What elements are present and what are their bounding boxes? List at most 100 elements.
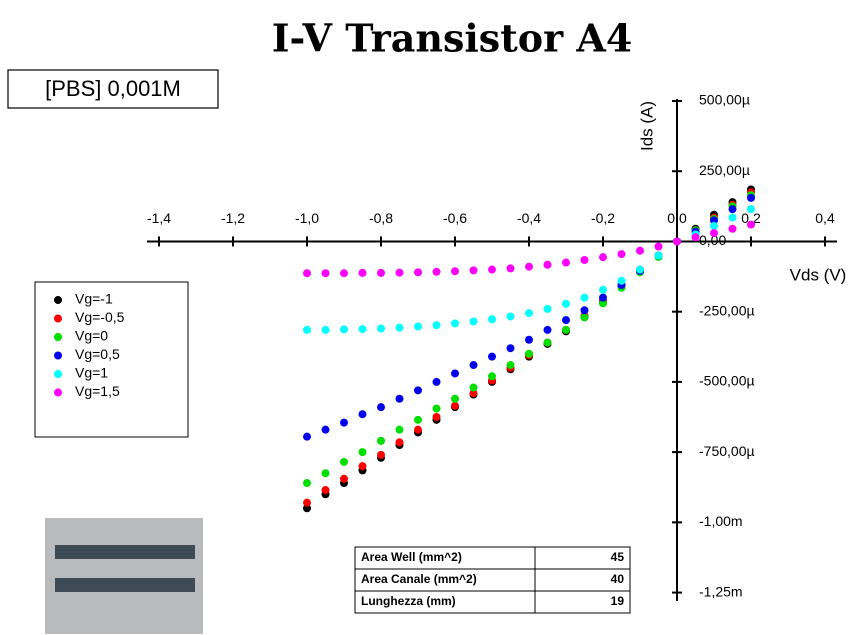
data-point (303, 432, 311, 441)
legend-marker (54, 351, 62, 360)
y-axis-label: Ids (A) (637, 101, 656, 151)
data-point (321, 325, 330, 334)
data-point (747, 205, 755, 214)
table-cell: 45 (611, 550, 625, 564)
data-point (580, 306, 589, 315)
x-tick-label: -1,4 (147, 210, 171, 226)
data-point (377, 450, 385, 459)
y-tick-label: -1,25m (699, 583, 743, 599)
data-point (395, 438, 404, 447)
data-point (506, 361, 515, 370)
data-point (599, 299, 607, 308)
data-point (432, 267, 441, 276)
device-photo (45, 518, 203, 634)
data-point (432, 321, 441, 330)
data-point (358, 462, 367, 471)
data-point (432, 413, 441, 422)
data-point (303, 498, 311, 507)
data-point (414, 425, 422, 434)
data-point (506, 312, 515, 321)
x-tick-label: -1,2 (221, 210, 245, 226)
legend-label: Vg=1 (75, 365, 108, 381)
data-point (321, 469, 330, 478)
data-point (562, 258, 570, 267)
data-point (636, 246, 644, 255)
y-tick-label: -500,00µ (699, 373, 755, 389)
device-photo-strip (55, 578, 195, 592)
data-point (654, 251, 663, 260)
data-point (303, 479, 311, 488)
data-point (469, 383, 478, 392)
data-point (691, 233, 700, 242)
data-point (728, 213, 737, 222)
legend-marker (54, 388, 62, 397)
data-point (340, 325, 348, 334)
data-point (525, 335, 533, 344)
legend-label: Vg=0,5 (75, 346, 120, 362)
data-point (673, 237, 681, 246)
data-point (488, 352, 496, 361)
x-tick-label: -0,8 (369, 210, 393, 226)
x-tick-label: 0,0 (667, 210, 687, 226)
data-point (617, 250, 626, 259)
data-point (340, 418, 348, 427)
data-point (728, 205, 737, 214)
legend-label: Vg=0 (75, 328, 108, 344)
data-point (377, 436, 385, 445)
data-point (414, 386, 422, 395)
data-point (451, 401, 459, 410)
data-point (580, 313, 589, 322)
data-point (321, 425, 330, 434)
data-point (414, 322, 422, 331)
data-point (432, 404, 441, 413)
data-point (469, 266, 478, 275)
data-point (599, 285, 607, 294)
data-point (636, 265, 644, 274)
table-cell: Area Well (mm^2) (361, 550, 462, 564)
data-point (340, 474, 348, 483)
x-tick-label: -0,2 (591, 210, 615, 226)
data-point (414, 415, 422, 424)
legend-label: Vg=-0,5 (75, 309, 125, 325)
data-point (543, 338, 552, 347)
data-point (358, 410, 367, 419)
data-point (710, 216, 718, 225)
y-tick-label: -750,00µ (699, 443, 755, 459)
data-point (543, 304, 552, 313)
y-tick-label: -250,00µ (699, 302, 755, 318)
data-point (451, 319, 459, 328)
legend-marker (54, 333, 62, 341)
table-cell: Lunghezza (mm) (361, 594, 456, 608)
data-point (414, 268, 422, 277)
data-point (488, 372, 496, 381)
data-point (599, 253, 607, 262)
data-point (358, 448, 367, 457)
data-point (562, 325, 570, 334)
chart-title: I-V Transistor A4 (272, 16, 633, 61)
data-point (303, 504, 311, 513)
data-point (728, 224, 737, 233)
x-tick-label: -0,4 (517, 210, 541, 226)
legend-label: Vg=1,5 (75, 383, 120, 399)
data-point (525, 262, 533, 271)
data-point (469, 317, 478, 326)
data-point (580, 293, 589, 302)
data-point (710, 222, 718, 230)
data-point (340, 457, 348, 466)
data-point (543, 325, 552, 334)
y-tick-label: -1,00m (699, 513, 743, 529)
x-axis-label: Vds (V) (790, 265, 847, 284)
data-point (580, 255, 589, 264)
y-tick-label: 250,00µ (699, 162, 750, 178)
data-point (377, 324, 385, 333)
device-photo-strip (55, 545, 195, 559)
data-point (543, 260, 552, 269)
data-point (488, 315, 496, 324)
data-point (525, 309, 533, 318)
table (354, 546, 631, 614)
data-point (432, 377, 441, 386)
data-point (321, 269, 330, 278)
table-cell: Area Canale (mm^2) (361, 572, 477, 586)
x-tick-label: 0,4 (815, 210, 835, 226)
